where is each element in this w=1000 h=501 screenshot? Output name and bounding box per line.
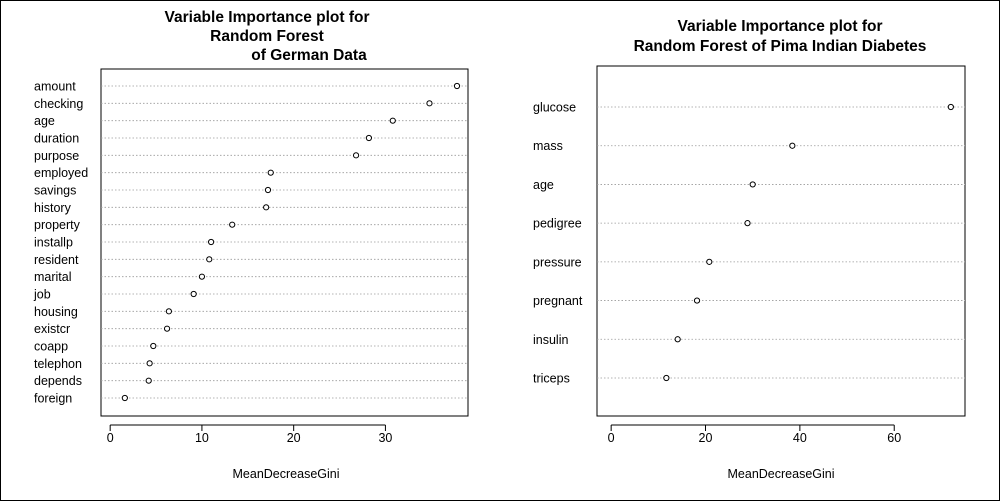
gridlines <box>101 85 468 399</box>
category-label: purpose <box>34 149 79 163</box>
data-point <box>789 142 796 149</box>
category-label: checking <box>34 97 83 111</box>
category-label: property <box>34 218 81 232</box>
german-data-panel: Variable Importance plot for Random Fore… <box>33 9 469 481</box>
x-axis: 0 10 20 30 <box>107 424 392 445</box>
data-point <box>229 221 236 228</box>
data-point <box>121 394 128 402</box>
x-axis: 0 20 40 60 <box>608 424 901 445</box>
data-point <box>206 256 213 263</box>
data-point <box>165 308 172 315</box>
data-point <box>663 374 670 382</box>
x-tick-label: 30 <box>378 431 392 445</box>
category-labels: glucose mass age pedigree pressure pregnant in… <box>533 101 583 386</box>
data-points <box>663 103 954 382</box>
data-point <box>947 103 954 111</box>
data-point <box>365 134 373 142</box>
x-tick-label: 40 <box>793 431 807 445</box>
category-label: triceps <box>533 372 570 386</box>
x-tick-label: 0 <box>107 431 114 445</box>
data-point <box>426 100 433 107</box>
x-axis-label: MeanDecreaseGini <box>233 467 340 481</box>
category-label: job <box>33 288 51 302</box>
category-label: housing <box>34 305 78 319</box>
x-tick-label: 20 <box>699 431 713 445</box>
category-label: amount <box>34 80 76 94</box>
chart-title-line-1: Variable Importance plot for <box>678 18 883 35</box>
chart-title-line-2: Random Forest of Pima Indian Diabetes <box>634 38 927 55</box>
data-point <box>190 290 197 298</box>
category-label: telephon <box>34 357 82 371</box>
category-label: installp <box>34 236 73 250</box>
category-label: resident <box>34 253 79 267</box>
chart-title-line-1: Variable Importance plot for <box>165 9 370 26</box>
plot-area <box>100 68 469 417</box>
category-label: foreign <box>34 392 72 406</box>
data-point <box>150 342 157 350</box>
data-point <box>208 238 215 246</box>
category-label: glucose <box>533 101 576 115</box>
data-point <box>146 360 153 367</box>
category-label: pregnant <box>533 294 583 308</box>
gridlines <box>597 106 965 379</box>
data-point <box>706 258 713 265</box>
data-point <box>264 186 272 194</box>
data-point <box>389 117 396 124</box>
category-label: existcr <box>34 322 70 336</box>
category-label: savings <box>34 184 76 198</box>
data-point <box>267 169 274 176</box>
category-label: age <box>533 178 554 192</box>
category-label: depends <box>34 374 82 388</box>
data-point <box>163 325 171 332</box>
category-label: history <box>34 201 72 215</box>
chart-title-line-2: Random Forest <box>210 28 324 45</box>
pima-diabetes-panel: Variable Importance plot for Random Fore… <box>533 18 966 481</box>
category-label: pressure <box>533 255 582 269</box>
chart-title-line-3: of German Data <box>251 47 367 64</box>
x-tick-label: 0 <box>608 431 615 445</box>
x-tick-label: 20 <box>287 431 301 445</box>
category-label: coapp <box>34 340 68 354</box>
category-label: insulin <box>533 333 568 347</box>
plot-area <box>596 65 966 417</box>
category-label: employed <box>34 166 88 180</box>
category-labels: amount checking age duration purpose employed… <box>33 80 88 406</box>
data-point <box>744 220 751 227</box>
category-label: age <box>34 114 55 128</box>
x-tick-label: 60 <box>887 431 901 445</box>
data-point <box>693 297 701 304</box>
data-point <box>749 181 756 188</box>
data-point <box>352 152 360 159</box>
category-label: marital <box>34 270 72 284</box>
data-point <box>263 204 270 211</box>
x-axis-label: MeanDecreaseGini <box>728 467 835 481</box>
data-point <box>145 377 152 384</box>
data-point <box>674 336 681 343</box>
category-label: pedigree <box>533 217 582 231</box>
category-label: duration <box>34 132 79 146</box>
x-tick-label: 10 <box>195 431 209 445</box>
data-point <box>198 273 206 280</box>
data-points <box>121 82 461 402</box>
data-point <box>453 82 461 90</box>
category-label: mass <box>533 139 563 153</box>
